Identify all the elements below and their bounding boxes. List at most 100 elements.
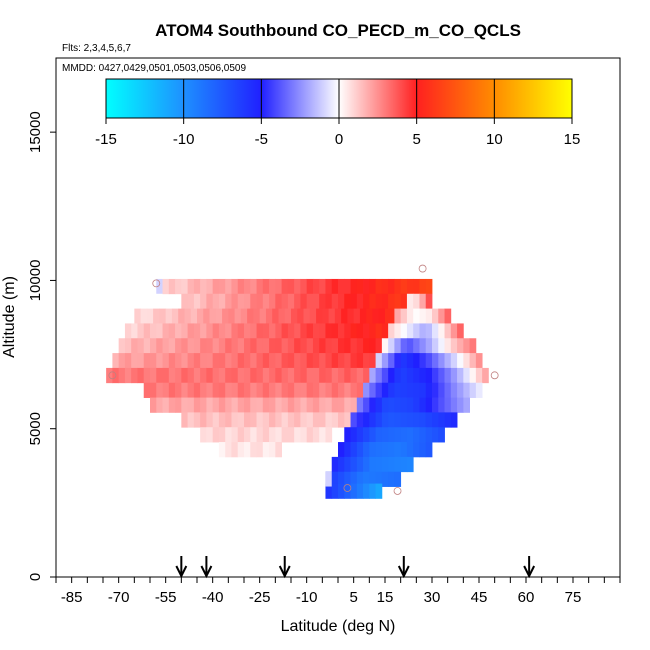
heatmap-cell [218, 382, 226, 398]
heatmap-cell [400, 338, 408, 354]
heatmap-cell [356, 382, 364, 398]
heatmap-cell [350, 353, 358, 369]
heatmap-cell [450, 367, 458, 384]
heatmap-cell [124, 323, 132, 339]
heatmap-cell [400, 427, 408, 443]
heatmap-cell [394, 293, 402, 310]
heatmap-cell [344, 293, 351, 310]
heatmap-cell [394, 367, 402, 384]
heatmap-cell [225, 397, 232, 413]
heatmap-cell [338, 353, 345, 369]
heatmap-cell [206, 367, 214, 384]
heatmap-cell [325, 353, 333, 369]
heatmap-cell [275, 427, 282, 443]
heatmap-cell [244, 412, 251, 428]
heatmap-cell [253, 308, 261, 324]
heatmap-cell [350, 338, 358, 354]
heatmap-cell [406, 353, 414, 369]
heatmap-cell [438, 427, 445, 443]
heatmap-cell [256, 293, 264, 310]
heatmap-cell [319, 323, 326, 339]
heatmap-cell [338, 293, 345, 310]
heatmap-cell [225, 442, 232, 458]
heatmap-cell [419, 323, 427, 339]
heatmap-cell [146, 308, 154, 324]
heatmap-cell [344, 338, 351, 354]
heatmap-cell [262, 397, 270, 413]
heatmap-cell [363, 442, 370, 458]
heatmap-cell [363, 278, 370, 295]
heatmap-cell [212, 323, 220, 339]
heatmap-cell [244, 427, 251, 443]
heatmap-cell [306, 353, 314, 369]
heatmap-cell [375, 442, 383, 458]
heatmap-cell [193, 278, 201, 295]
heatmap-cell [406, 382, 414, 398]
heatmap-cell [237, 397, 245, 413]
heatmap-cell [381, 382, 389, 398]
heatmap-cell [137, 323, 145, 339]
heatmap-cell [206, 338, 214, 354]
heatmap-cell [375, 338, 383, 354]
heatmap-cell [244, 278, 251, 295]
heatmap-cell [388, 353, 395, 369]
heatmap-cell [218, 367, 226, 384]
heatmap-cell [250, 367, 257, 384]
heatmap-cell [341, 308, 348, 324]
heatmap-cell [425, 427, 433, 443]
heatmap-cell [419, 382, 427, 398]
heatmap-cell [259, 308, 267, 324]
heatmap-cell [381, 427, 389, 443]
heatmap-cell [193, 293, 201, 310]
heatmap-cell [200, 397, 207, 413]
heatmap-cell [381, 323, 389, 339]
heatmap-cell [150, 397, 157, 413]
heatmap-cell [444, 367, 452, 384]
heatmap-cell [206, 353, 214, 369]
heatmap-cell [381, 293, 389, 310]
heatmap-cell [413, 293, 420, 310]
heatmap-cell [168, 367, 176, 384]
heatmap-cell [168, 397, 176, 413]
heatmap-cell [269, 353, 276, 369]
heatmap-cell [350, 456, 358, 473]
heatmap-cell [287, 293, 295, 310]
heatmap-cell [156, 353, 163, 369]
heatmap-cell [344, 442, 351, 458]
heatmap-cell [394, 338, 402, 354]
heatmap-cell [150, 338, 157, 354]
heatmap-cell [212, 412, 220, 428]
heatmap-cell [432, 397, 439, 413]
heatmap-cell [244, 382, 251, 398]
heatmap-cell [406, 412, 414, 428]
heatmap-cell [231, 442, 239, 458]
heatmap-cell [143, 367, 151, 384]
flight-arrows [175, 556, 536, 579]
heatmap-cell [231, 323, 239, 339]
heatmap-cell [331, 278, 339, 295]
heatmap-cell [225, 412, 232, 428]
heatmap-cell [231, 278, 239, 295]
heatmap-cell [256, 442, 264, 458]
heatmap-cell [187, 278, 195, 295]
heatmap-cell [425, 338, 433, 354]
heatmap-cell [350, 278, 358, 295]
heatmap-cell [206, 427, 214, 443]
heatmap-cell [413, 338, 420, 354]
x-tick-label: 5 [349, 589, 357, 606]
heatmap-cell [319, 278, 326, 295]
heatmap-cell [193, 397, 201, 413]
heatmap-cell [284, 308, 292, 324]
heatmap-cell [244, 293, 251, 310]
heatmap-cell [200, 293, 207, 310]
heatmap-cell [319, 293, 326, 310]
heatmap-cell [140, 308, 148, 324]
heatmap-cell [181, 353, 188, 369]
heatmap-cell [193, 382, 201, 398]
heatmap-cell [425, 412, 433, 428]
heatmap-cell [306, 427, 314, 443]
heatmap-cell [344, 471, 351, 487]
heatmap-cell [344, 278, 351, 295]
heatmap-cell [400, 367, 408, 384]
